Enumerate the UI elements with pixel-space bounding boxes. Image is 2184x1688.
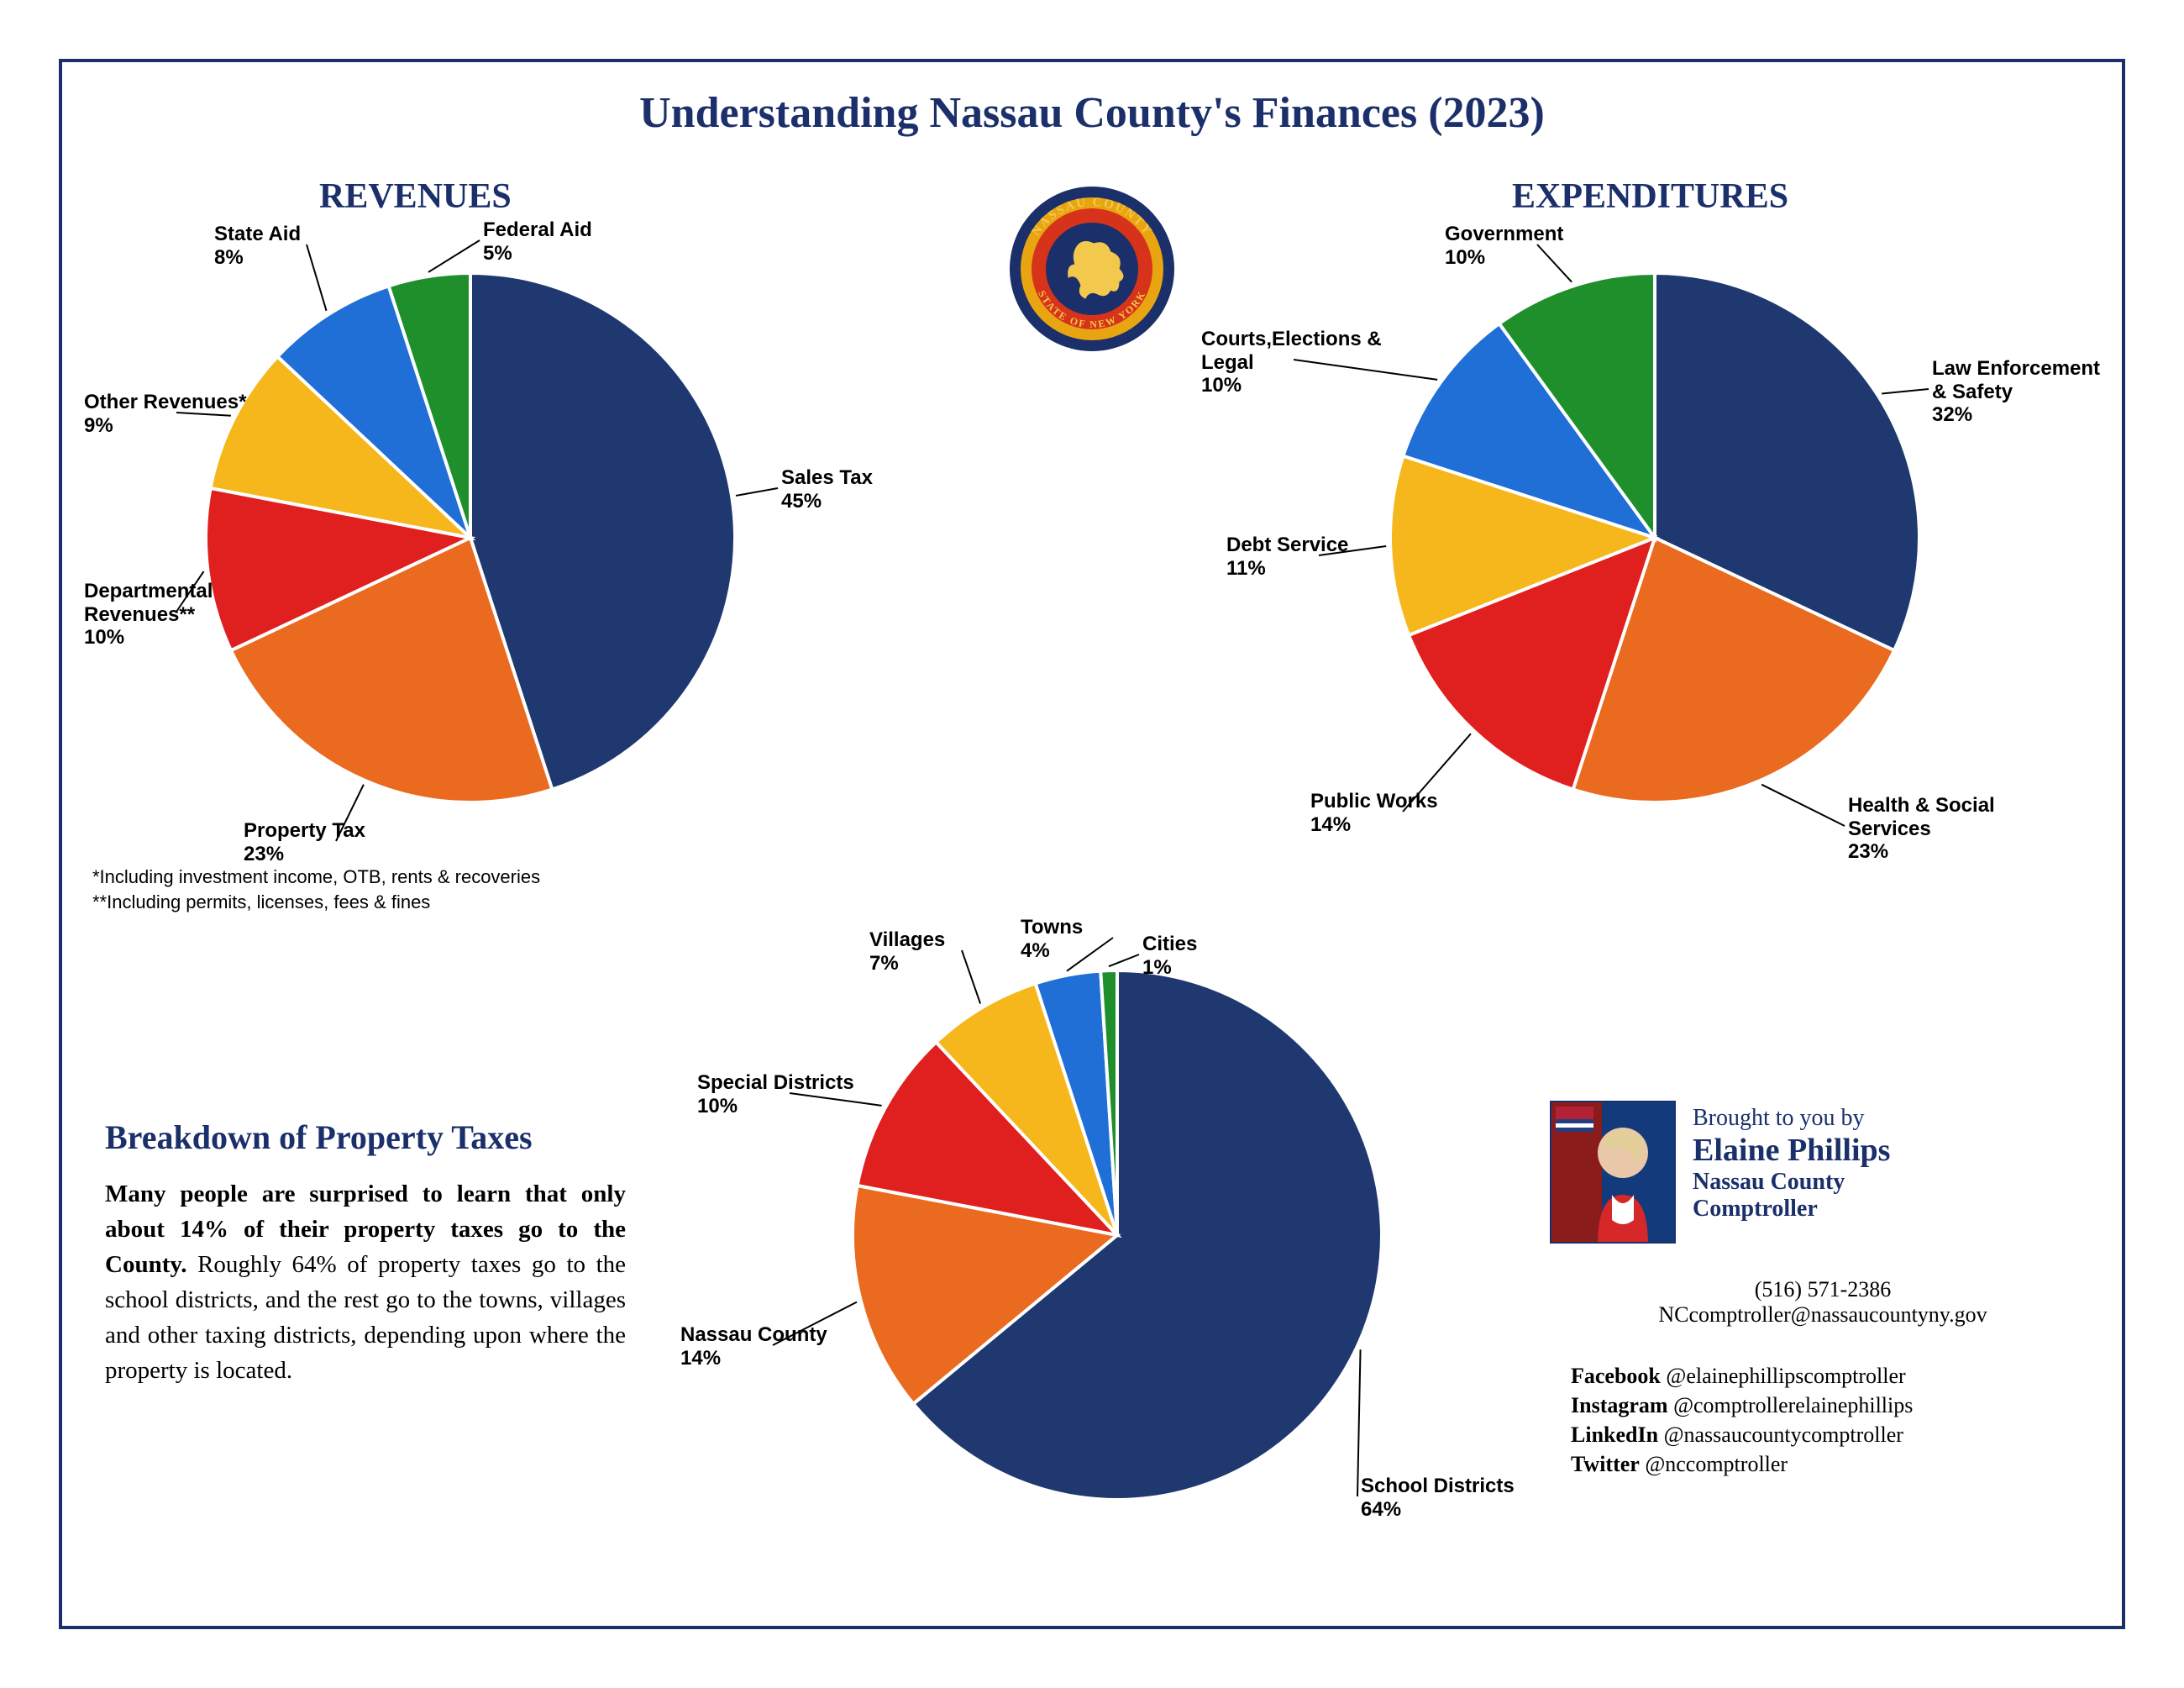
expenditures-label-1: Health & SocialServices23%	[1848, 794, 1995, 864]
property-label-2: Special Districts10%	[697, 1071, 854, 1117]
social-line-2: LinkedIn @nassaucountycomptroller	[1571, 1420, 1913, 1449]
attribution-block: Brought to you by Elaine Phillips Nassau…	[1693, 1105, 1890, 1223]
expenditures-label-5: Government10%	[1445, 223, 1563, 269]
revenues-label-1: Property Tax23%	[244, 819, 365, 865]
property-label-4: Towns4%	[1021, 916, 1083, 962]
property-label-1: Nassau County14%	[680, 1323, 827, 1370]
social-line-0: Facebook @elainephillipscomptroller	[1571, 1361, 1913, 1391]
revenues-heading: REVENUES	[319, 176, 512, 217]
property-label-3: Villages7%	[869, 928, 945, 975]
revenues-label-5: Federal Aid5%	[483, 218, 592, 265]
attribution-phone: (516) 571-2386	[1571, 1277, 2075, 1302]
breakdown-heading: Breakdown of Property Taxes	[105, 1117, 533, 1157]
expenditures-heading: EXPENDITURES	[1512, 176, 1788, 217]
expenditures-label-0: Law Enforcement& Safety32%	[1932, 357, 2100, 427]
attribution-contact: (516) 571-2386 NCcomptroller@nassaucount…	[1571, 1277, 2075, 1328]
page: Understanding Nassau County's Finances (…	[0, 0, 2184, 1688]
expenditures-label-3: Debt Service11%	[1226, 534, 1348, 580]
property-label-5: Cities1%	[1142, 933, 1197, 979]
attribution-intro: Brought to you by	[1693, 1105, 1890, 1132]
revenues-label-0: Sales Tax45%	[781, 466, 873, 513]
social-line-3: Twitter @nccomptroller	[1571, 1449, 1913, 1479]
social-block: Facebook @elainephillipscomptrollerInsta…	[1571, 1361, 1913, 1479]
attribution-role2: Comptroller	[1693, 1196, 1890, 1223]
attribution-name: Elaine Phillips	[1693, 1132, 1890, 1169]
revenues-label-3: Other Revenues*9%	[84, 391, 246, 437]
expenditures-label-2: Public Works14%	[1310, 790, 1438, 836]
attribution-role1: Nassau County	[1693, 1169, 1890, 1196]
revenues-label-4: State Aid8%	[214, 223, 301, 269]
county-seal: NASSAU COUNTY STATE OF NEW YORK	[1008, 185, 1176, 353]
property-label-0: School Districts64%	[1361, 1475, 1515, 1521]
breakdown-body: Many people are surprised to learn that …	[105, 1176, 626, 1388]
expenditures-label-4: Courts,Elections &Legal10%	[1201, 328, 1382, 397]
comptroller-photo	[1550, 1101, 1676, 1244]
page-title: Understanding Nassau County's Finances (…	[0, 88, 2184, 138]
revenues-footnote-1: **Including permits, licenses, fees & fi…	[92, 891, 430, 915]
attribution-email: NCcomptroller@nassaucountyny.gov	[1571, 1302, 2075, 1328]
social-line-1: Instagram @comptrollerelainephillips	[1571, 1391, 1913, 1420]
revenues-footnote-0: *Including investment income, OTB, rents…	[92, 865, 540, 890]
revenues-label-2: DepartmentalRevenues**10%	[84, 580, 213, 649]
